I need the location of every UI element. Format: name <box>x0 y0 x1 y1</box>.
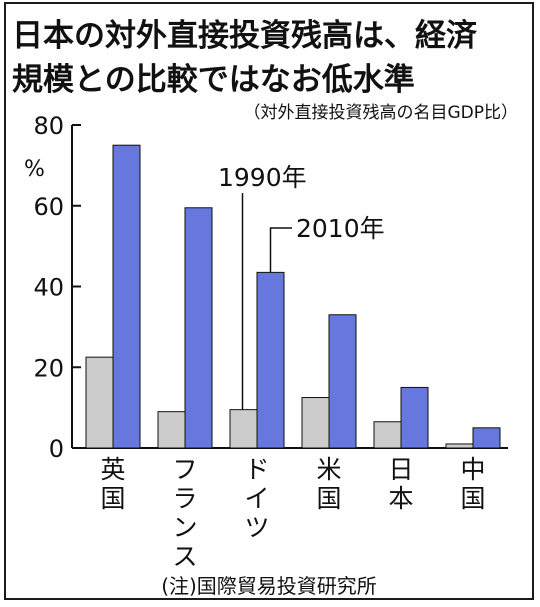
bar-1990 <box>229 409 258 449</box>
bar-2010 <box>400 386 429 449</box>
category-label: ドイツ <box>244 455 269 542</box>
bar-2010 <box>472 427 501 449</box>
category-label: フランス <box>172 455 197 571</box>
bar-1990 <box>373 421 402 449</box>
annotation-leader-2010 <box>269 227 292 273</box>
chart-title-line2: 規模との比較ではなお低水準 <box>12 62 415 98</box>
y-tick-label: 80 <box>33 112 64 140</box>
bar-2010 <box>112 144 141 449</box>
y-tick-label: 40 <box>33 274 64 302</box>
bar-2010 <box>328 314 357 449</box>
bar-2010 <box>184 207 213 449</box>
bar-1990 <box>445 443 474 449</box>
annotation-label-2010: 2010年 <box>296 214 385 243</box>
annotation-label-1990: 1990年 <box>218 163 307 192</box>
bar-1990 <box>157 411 186 449</box>
source-note: (注)国際貿易投資研究所 <box>161 574 377 598</box>
chart-title-line1: 日本の対外直接投資残高は、経済 <box>12 18 477 54</box>
category-label: 日本 <box>388 455 413 513</box>
chart-subtitle: （対外直接投資残高の名目GDP比） <box>243 103 518 123</box>
category-label: 中国 <box>460 455 485 513</box>
bar-1990 <box>85 356 114 449</box>
category-label: 米国 <box>316 455 341 513</box>
y-tick-label: 20 <box>33 354 64 382</box>
bar-2010 <box>256 271 285 449</box>
category-label: 英国 <box>100 455 125 513</box>
y-tick-label: 60 <box>33 193 64 221</box>
chart-frame: 日本の対外直接投資残高は、経済 規模との比較ではなお低水準 （対外直接投資残高の… <box>4 2 534 600</box>
bar-1990 <box>301 397 330 449</box>
y-axis-unit-label: % <box>24 157 45 182</box>
y-tick-label: 0 <box>49 435 64 463</box>
